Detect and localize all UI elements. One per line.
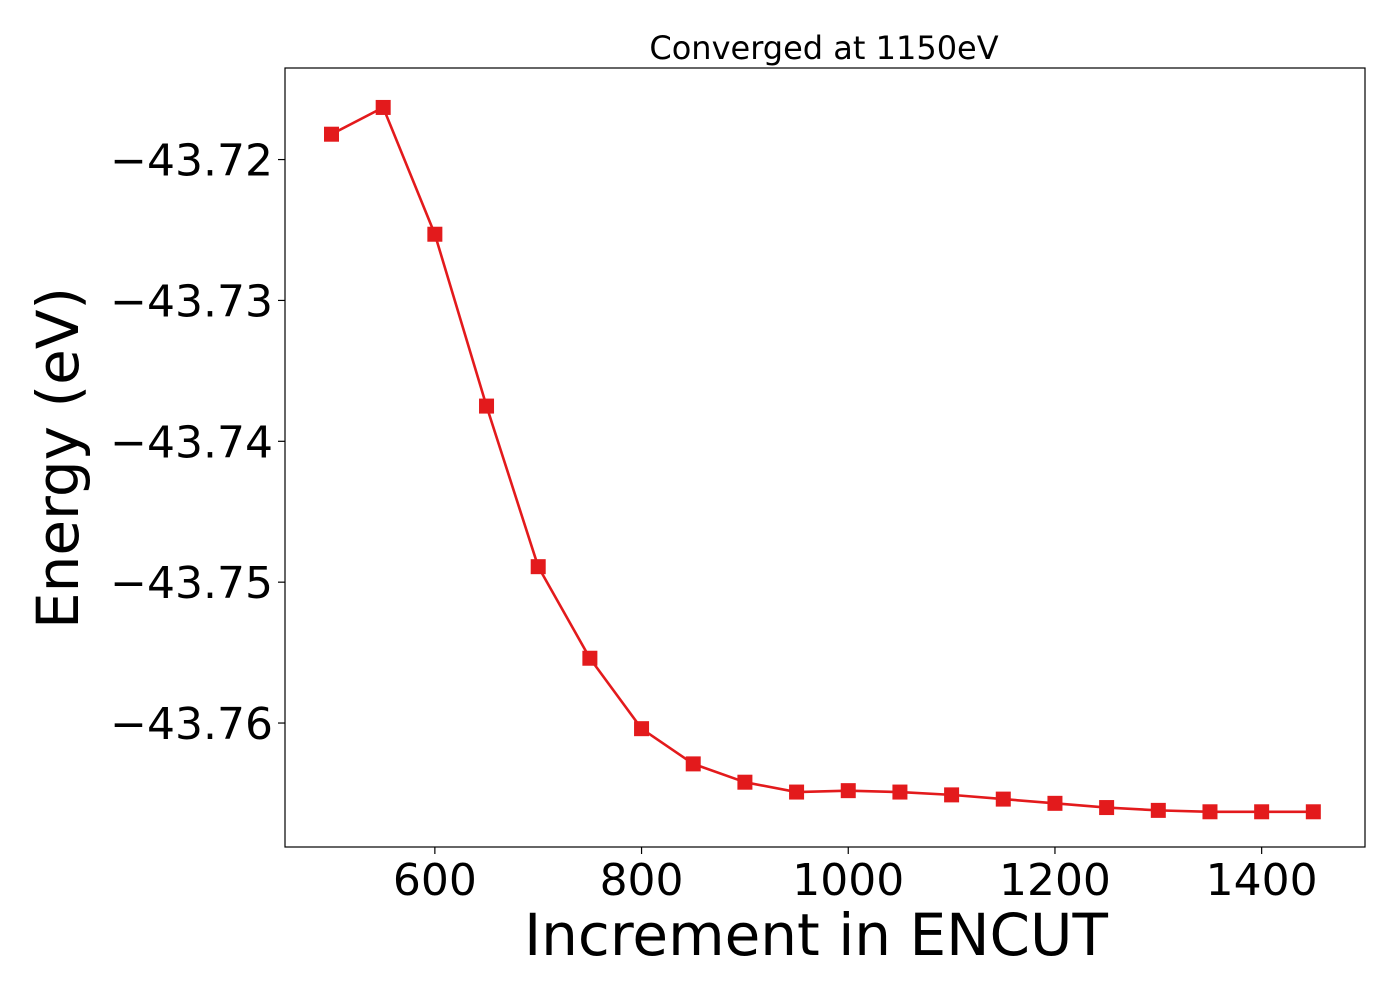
x-tick-label: 1000 (792, 855, 904, 906)
data-point-marker (995, 791, 1011, 807)
data-point-marker (1099, 800, 1115, 816)
x-tick-label: 1200 (999, 855, 1111, 906)
data-point-marker (1254, 804, 1270, 820)
x-tick-label: 800 (600, 855, 684, 906)
data-point-marker (479, 398, 495, 414)
x-axis-ticks: 600 800 1000 1200 1400 (393, 847, 1318, 906)
data-point-marker (1150, 802, 1166, 818)
x-tick-label: 600 (393, 855, 477, 906)
y-tick-label: −43.73 (110, 276, 273, 327)
data-point-marker (892, 784, 908, 800)
data-point-marker (427, 226, 443, 242)
y-axis-label: Energy (eV) (24, 287, 92, 629)
y-tick-label: −43.75 (110, 558, 273, 609)
data-point-marker (840, 783, 856, 799)
x-tick-label: 1400 (1206, 855, 1318, 906)
x-axis-label: Increment in ENCUT (524, 901, 1108, 969)
chart-title: Converged at 1150eV (649, 29, 998, 67)
data-point-marker (737, 774, 753, 790)
data-point-marker (685, 756, 701, 772)
data-point-marker (530, 559, 546, 575)
data-point-marker (1202, 804, 1218, 820)
data-point-marker (1305, 804, 1321, 820)
data-point-marker (375, 99, 391, 115)
data-point-marker (324, 126, 340, 142)
series-line (330, 106, 1314, 814)
y-axis-ticks: −43.72 −43.73 −43.74 −43.75 −43.76 (110, 136, 285, 750)
y-tick-label: −43.72 (110, 136, 273, 187)
data-point-marker (789, 784, 805, 800)
plot-frame (284, 67, 1366, 848)
data-point-marker (634, 721, 650, 737)
y-tick-label: −43.76 (110, 699, 273, 750)
data-point-marker (944, 787, 960, 803)
data-point-marker (1047, 795, 1063, 811)
data-point-marker (582, 650, 598, 666)
series-layer (324, 99, 1321, 820)
y-tick-label: −43.74 (110, 417, 273, 468)
